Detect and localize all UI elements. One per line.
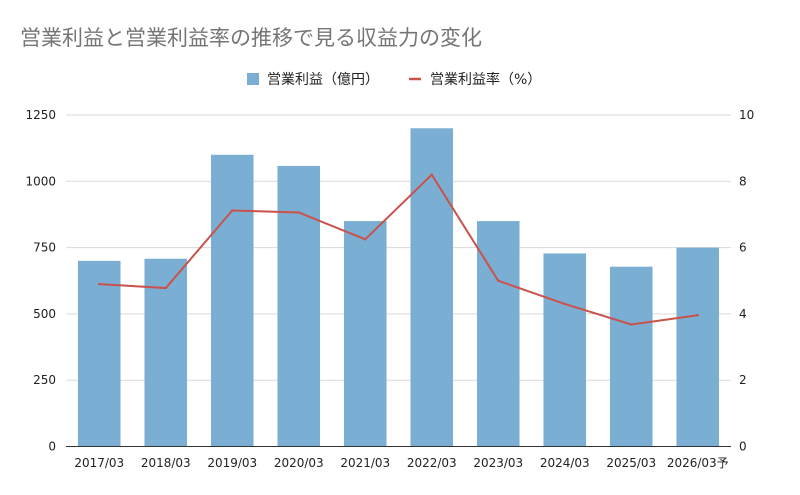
x-tick-label: 2018/03	[141, 456, 191, 470]
line-point	[497, 279, 500, 282]
line-point	[231, 209, 234, 212]
bar	[676, 247, 720, 447]
legend: 営業利益（億円） 営業利益率（%）	[247, 71, 541, 88]
legend-bar-swatch	[247, 73, 259, 85]
right-tick-label: 4	[739, 307, 747, 321]
x-tick-label: 2021/03	[340, 456, 390, 470]
legend-bar-label: 営業利益（億円）	[267, 72, 379, 88]
left-tick-label: 750	[33, 241, 56, 255]
right-tick-label: 6	[739, 241, 747, 255]
line-point	[297, 211, 300, 214]
right-tick-label: 8	[739, 174, 747, 188]
right-axis-ticks: 0 2 4 6 8 10	[739, 108, 754, 454]
x-tick-label: 2017/03	[74, 456, 124, 470]
line-point	[630, 323, 633, 326]
bar	[77, 260, 121, 447]
x-tick-label: 2022/03	[407, 456, 457, 470]
x-tick-label: 2020/03	[274, 456, 324, 470]
line-path	[99, 173, 698, 326]
x-axis-ticks: 2017/03 2018/03 2019/03 2020/03 2021/03 2022/…	[74, 456, 728, 470]
x-tick-label: 2023/03	[473, 456, 523, 470]
right-tick-label: 0	[739, 440, 747, 454]
left-tick-label: 250	[33, 373, 56, 387]
left-tick-label: 500	[33, 307, 56, 321]
bar	[543, 253, 587, 447]
right-tick-label: 10	[739, 108, 754, 122]
left-tick-label: 1250	[25, 108, 56, 122]
line-point	[98, 282, 101, 286]
legend-line-label: 営業利益率（%）	[430, 71, 541, 88]
line-point	[430, 173, 433, 176]
line-point	[164, 286, 167, 290]
line-series	[98, 173, 699, 326]
bar-series	[77, 128, 720, 447]
chart-title: 営業利益と営業利益率の推移で見る収益力の変化	[20, 26, 482, 50]
left-axis-ticks: 0 250 500 750 1000 1250	[25, 108, 56, 454]
right-tick-label: 2	[739, 373, 747, 387]
left-tick-label: 1000	[25, 174, 56, 188]
x-tick-label: 2019/03	[207, 456, 257, 470]
left-tick-label: 0	[48, 440, 56, 454]
x-tick-label: 2024/03	[540, 456, 590, 470]
x-tick-label: 2026/03予	[667, 456, 729, 470]
bar	[343, 221, 387, 447]
line-point	[696, 314, 699, 317]
bar	[144, 258, 188, 447]
bar	[210, 154, 254, 447]
bar	[277, 165, 321, 447]
bar	[410, 128, 454, 447]
bar	[609, 266, 653, 447]
line-point	[563, 302, 566, 306]
line-point	[364, 238, 367, 241]
x-tick-label: 2025/03	[606, 456, 656, 470]
bar	[476, 221, 520, 447]
